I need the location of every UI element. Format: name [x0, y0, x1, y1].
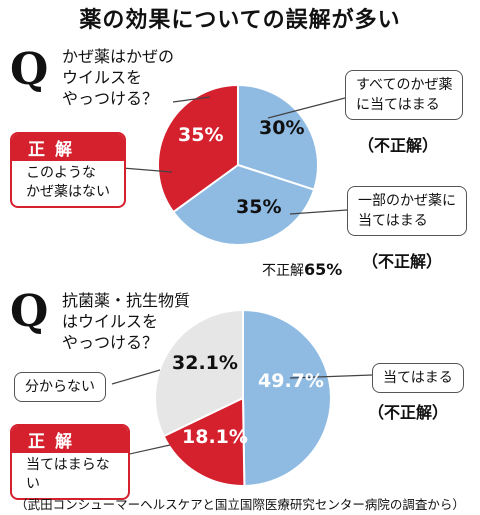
source-note: （武田コンシューマーヘルスケアと国立国際医療研究センター病院の調査から）: [15, 497, 465, 512]
answer-line: このような: [26, 165, 96, 181]
slice-label-30: 30%: [259, 117, 305, 139]
question-2-line: 抗菌薬・抗生物質: [62, 291, 191, 310]
slice-label-32-1: 32.1%: [172, 352, 238, 374]
correct-answer-box-1: 正解 このような かぜ薬はない: [10, 132, 126, 208]
correct-answer-text: このような かぜ薬はない: [12, 161, 124, 206]
correct-answer-header: 正解: [12, 426, 128, 453]
answer-line: かぜ薬はない: [26, 184, 110, 200]
question-1-line: かぜ薬はかぜの: [62, 47, 175, 66]
incorrect-total-label: 不正解: [262, 263, 304, 279]
correct-answer-text: 当てはまらない: [12, 453, 128, 498]
slice-label-35-blue: 35%: [236, 196, 282, 218]
correct-answer-header: 正解: [12, 134, 124, 161]
question-1: かぜ薬はかぜの ウイルスを やっつける？: [62, 46, 174, 109]
question-2-line: やっつける？: [62, 333, 159, 352]
callout-line: 分からない: [25, 379, 95, 395]
incorrect-label: （不正解）: [368, 403, 449, 422]
incorrect-label: （不正解）: [358, 136, 439, 155]
incorrect-total: 不正解65%: [262, 260, 342, 280]
question-2: 抗菌薬・抗生物質 はウイルスを やっつける？: [62, 290, 190, 353]
question-1-line: ウイルスを: [62, 68, 143, 87]
q-icon: Q: [10, 44, 49, 95]
callout-dont-know: 分からない: [14, 372, 106, 402]
pie-slice-some-cold-medicine: [171, 163, 316, 246]
slice-label-18-1: 18.1%: [182, 426, 248, 448]
pie-chart-antibiotics: [154, 308, 332, 488]
correct-answer-box-2: 正解 当てはまらない: [10, 424, 130, 500]
answer-line: 当てはまらない: [26, 457, 110, 492]
slice-label-35-red: 35%: [178, 124, 224, 146]
callout-line: 一部のかぜ薬に: [358, 193, 456, 209]
callout-line: 当てはまる: [358, 213, 428, 229]
question-1-line: やっつける？: [62, 89, 159, 108]
pie-slice-no-such-medicine: [157, 83, 239, 214]
callout-all-cold-medicine: すべてのかぜ薬 に当てはまる: [345, 70, 464, 120]
question-2-line: はウイルスを: [62, 312, 159, 331]
leader-lines: [111, 96, 373, 456]
q-icon: Q: [10, 286, 49, 337]
pie-slice-all-cold-medicine: [237, 83, 319, 191]
incorrect-label: （不正解）: [362, 252, 443, 271]
pie-chart-cold-medicine: [157, 83, 319, 246]
pie-slice-dont-know: [154, 308, 244, 438]
chart-title: 薬の効果についての誤解が多い: [79, 8, 401, 33]
pie-slice-does-not-apply: [162, 396, 246, 487]
slice-label-49-7: 49.7%: [258, 370, 324, 392]
callout-line: に当てはまる: [356, 97, 440, 113]
incorrect-total-value: 65%: [304, 260, 343, 279]
callout-line: すべてのかぜ薬: [356, 77, 453, 93]
callout-applies: 当てはまる: [372, 363, 464, 393]
callout-some-cold-medicine: 一部のかぜ薬に 当てはまる: [347, 186, 467, 236]
pie-slice-applies: [242, 308, 332, 488]
callout-line: 当てはまる: [383, 370, 453, 386]
